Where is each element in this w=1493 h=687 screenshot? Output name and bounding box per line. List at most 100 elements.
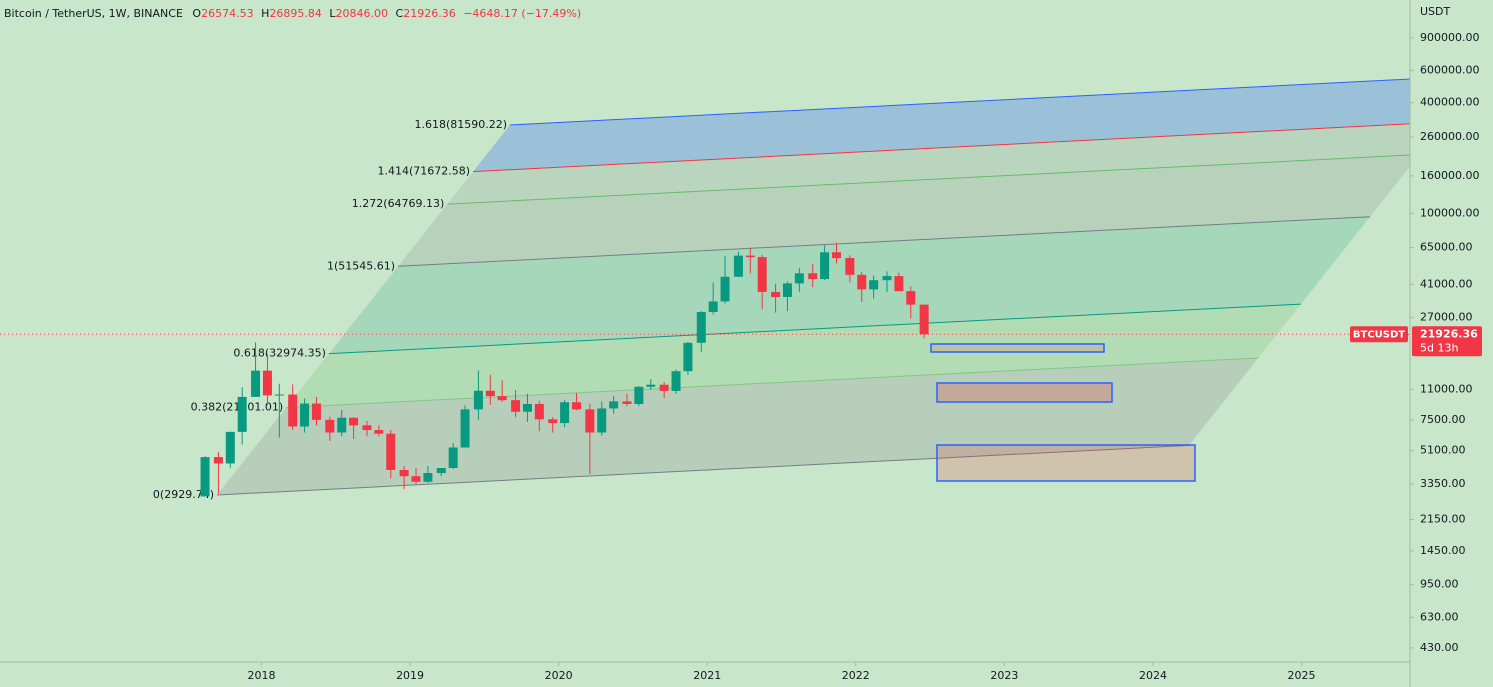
y-tick-label: 950.00 (1420, 578, 1459, 591)
y-tick-label: 160000.00 (1420, 169, 1480, 182)
x-tick-label: 2020 (545, 669, 573, 682)
candle-body (906, 291, 916, 305)
candle-body (399, 469, 409, 477)
candle-body (659, 384, 669, 391)
fib-level (398, 216, 1371, 267)
candle-body (473, 390, 483, 410)
candle-body (497, 396, 507, 401)
x-tick-label: 2022 (842, 669, 870, 682)
candle-body (622, 401, 632, 404)
x-tick-label: 2025 (1288, 669, 1316, 682)
fib-label: 1.618(81590.22) (414, 118, 507, 131)
candle-body (782, 283, 792, 297)
header: Bitcoin / TetherUS, 1W, BINANCE O26574.5… (4, 7, 581, 20)
candle-body (362, 425, 372, 431)
candle-body (771, 291, 781, 297)
candle-body (609, 401, 619, 409)
candle-body (646, 384, 656, 387)
y-tick-label: 400000.00 (1420, 96, 1480, 109)
zones (930, 343, 1196, 482)
candle-body (882, 276, 892, 281)
candle-body (683, 342, 693, 372)
candle-body (325, 419, 335, 433)
candle-body (708, 301, 718, 312)
candle-body (522, 403, 532, 412)
fib-level (447, 154, 1410, 205)
x-tick-label: 2018 (247, 669, 275, 682)
candle-body (696, 311, 706, 343)
price-symbol: BTCUSDT (1353, 329, 1405, 340)
y-tick-label: 430.00 (1420, 641, 1459, 654)
candle-body (745, 255, 755, 258)
fib-band (447, 123, 1410, 205)
candle-body (634, 386, 644, 404)
ohlc-label: L (329, 7, 336, 20)
candle-body (251, 370, 261, 397)
fib-label: 1(51545.61) (327, 259, 395, 272)
ohlc-label: C (396, 7, 404, 20)
candle-body (845, 258, 855, 275)
fib-level (473, 123, 1410, 173)
ohlc-label: H (261, 7, 269, 20)
fib-band (328, 216, 1371, 354)
ohlc-value: 21926.36 (403, 7, 456, 20)
change: −4648.17 (−17.49%) (463, 7, 581, 20)
zone-box[interactable] (936, 382, 1113, 403)
candle-body (200, 457, 210, 497)
candle-body (225, 431, 235, 464)
candle-body (274, 394, 284, 396)
candle-body (460, 409, 470, 448)
candle-body (349, 417, 359, 426)
fib-channel: 0(2929.74) 0.382(21101.01) 0.618(32974.35)… (153, 78, 1410, 501)
candle-body (757, 257, 767, 292)
candle-body (808, 273, 818, 280)
candle-body (300, 403, 310, 427)
candle-body (894, 276, 904, 292)
zone-box[interactable] (930, 343, 1105, 353)
candle-body (448, 447, 458, 468)
candle-body (571, 402, 581, 410)
candle-body (337, 417, 347, 433)
y-tick-label: 260000.00 (1420, 130, 1480, 143)
candle-body (831, 252, 841, 259)
candle-body (534, 403, 544, 420)
x-tick-label: 2021 (693, 669, 721, 682)
fib-band (217, 358, 1259, 495)
fib-band (398, 154, 1410, 267)
candle-body (237, 396, 247, 432)
price-countdown: 5d 13h (1420, 341, 1458, 354)
y-tick-label: 3350.00 (1420, 477, 1466, 490)
x-tick-label: 2024 (1139, 669, 1167, 682)
ohlc-label: O (192, 7, 201, 20)
y-tick-label: 630.00 (1420, 610, 1459, 623)
candle-body (733, 255, 743, 277)
y-tick-label: 41000.00 (1420, 277, 1473, 290)
candle-body (820, 252, 830, 280)
candle-body (720, 276, 730, 302)
candle-body (288, 394, 298, 427)
price-value: 21926.36 (1420, 327, 1478, 340)
fib-level (509, 78, 1410, 126)
candle-body (262, 370, 272, 396)
candle-body (511, 400, 521, 412)
candle-body (311, 403, 321, 420)
fib-label: 0(2929.74) (153, 488, 214, 501)
candle-body (436, 467, 446, 474)
y-tick-label: 27000.00 (1420, 311, 1473, 324)
candle-body (857, 274, 867, 290)
ohlc-value: 20846.00 (336, 7, 389, 20)
y-tick-label: 1450.00 (1420, 544, 1466, 557)
fib-level (328, 303, 1301, 355)
y-tick-label: 11000.00 (1420, 382, 1473, 395)
candle-body (919, 304, 929, 335)
y-axis-title: USDT (1420, 5, 1451, 18)
symbol: Bitcoin / TetherUS, 1W, BINANCE (4, 7, 183, 20)
fib-label: 1.272(64769.13) (352, 197, 445, 210)
zone-box[interactable] (936, 444, 1196, 482)
fib-level (286, 357, 1259, 409)
candle-body (794, 273, 804, 284)
fib-label: 0.618(32974.35) (233, 347, 326, 360)
